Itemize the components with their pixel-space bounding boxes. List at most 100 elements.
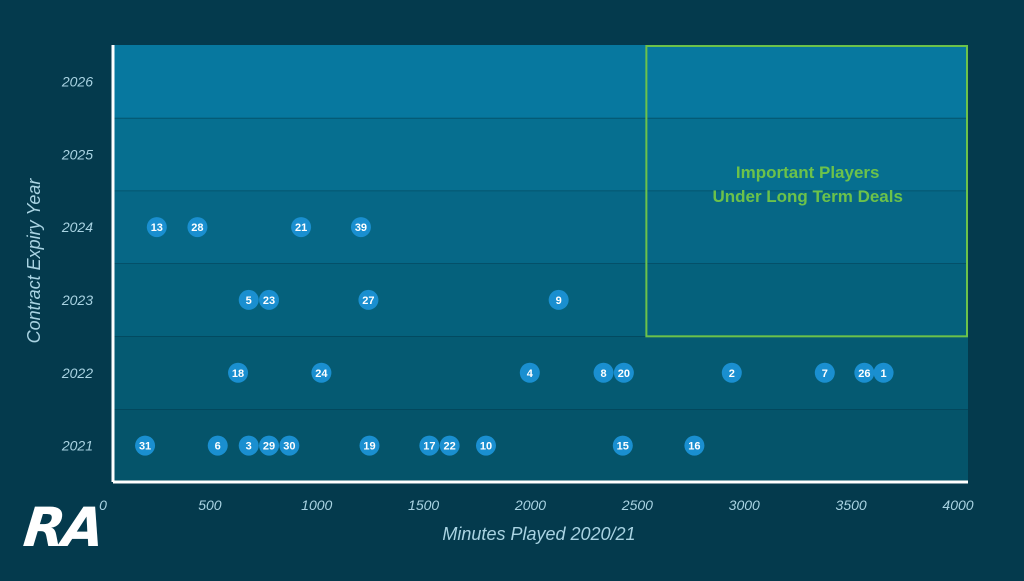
axes: [111, 45, 968, 484]
data-point-marker: [259, 289, 280, 310]
data-point: 19: [359, 435, 380, 456]
y-axis-label: Contract Expiry Year: [24, 178, 44, 344]
data-point-marker: [207, 435, 228, 456]
data-point: 24: [311, 362, 332, 383]
data-point-marker: [684, 435, 705, 456]
data-point-label: 4: [527, 368, 534, 380]
highlight-label-line: Important Players: [736, 163, 880, 182]
data-point-marker: [439, 435, 460, 456]
x-tick-label: 2000: [514, 497, 546, 513]
data-point-label: 6: [215, 441, 221, 453]
x-tick-label: 3500: [836, 497, 867, 513]
x-tick-label: 2500: [621, 497, 653, 513]
data-point-marker: [259, 435, 280, 456]
y-tick-label: 2026: [61, 73, 93, 89]
data-point-marker: [612, 435, 633, 456]
x-tick-label: 1000: [301, 497, 332, 513]
data-point-marker: [146, 217, 167, 238]
x-tick-label: 1500: [408, 497, 439, 513]
data-point: 4: [519, 362, 540, 383]
data-point-marker: [854, 362, 875, 383]
data-point-label: 19: [363, 441, 375, 453]
data-point: 30: [279, 435, 300, 456]
data-point-label: 10: [480, 441, 492, 453]
data-point-marker: [279, 435, 300, 456]
data-point-marker: [350, 217, 371, 238]
data-point-marker: [721, 362, 742, 383]
highlight-box: [645, 45, 968, 338]
data-point-label: 29: [263, 441, 275, 453]
data-point: 20: [613, 362, 634, 383]
data-point: 28: [187, 217, 208, 238]
data-point-marker: [613, 362, 634, 383]
data-point-label: 27: [362, 295, 374, 307]
data-point-label: 21: [295, 222, 307, 234]
data-point-label: 1: [881, 368, 887, 380]
data-point-marker: [814, 362, 835, 383]
data-point: 1: [873, 362, 894, 383]
band-2026: [113, 45, 968, 118]
highlight-region: Important Players Under Long Term Deals: [645, 45, 968, 338]
data-point: 10: [475, 435, 496, 456]
data-point-marker: [291, 217, 312, 238]
data-point-label: 39: [355, 222, 367, 234]
data-point-label: 28: [191, 222, 203, 234]
data-point: 9: [548, 289, 569, 310]
y-tick-label: 2024: [61, 219, 93, 235]
y-tick-labels: 2021 2022 2023 2024 2025 2026: [61, 73, 93, 453]
data-point-label: 9: [556, 295, 562, 307]
year-bands: [113, 45, 968, 482]
data-point-marker: [519, 362, 540, 383]
data-point-label: 2: [729, 368, 735, 380]
data-point-marker: [135, 435, 156, 456]
data-point: 5: [238, 289, 259, 310]
data-point-label: 20: [618, 368, 630, 380]
data-point-label: 8: [600, 368, 606, 380]
data-point-label: 22: [444, 441, 456, 453]
highlight-label-line: Under Long Term Deals: [712, 187, 903, 206]
data-point-marker: [873, 362, 894, 383]
data-point-label: 15: [617, 441, 629, 453]
ra-logo: RA: [20, 496, 105, 559]
data-point-marker: [358, 289, 379, 310]
data-point: 3: [238, 435, 259, 456]
data-point-label: 24: [315, 368, 328, 380]
data-point-marker: [311, 362, 332, 383]
data-point: 26: [854, 362, 875, 383]
x-tick-label: 0: [99, 497, 107, 513]
data-point-label: 17: [423, 441, 435, 453]
x-tick-label: 3000: [729, 497, 760, 513]
x-tick-labels: 0 500 1000 1500 2000 2500 3000 3500 4000: [99, 497, 974, 513]
y-tick-label: 2022: [61, 365, 93, 381]
data-point-label: 26: [858, 368, 870, 380]
data-point-marker: [475, 435, 496, 456]
data-point-label: 7: [822, 368, 828, 380]
band-2025: [113, 117, 968, 191]
data-point: 2: [721, 362, 742, 383]
data-point-marker: [419, 435, 440, 456]
y-tick-label: 2021: [61, 438, 93, 454]
data-point: 18: [228, 362, 249, 383]
data-point: 39: [350, 217, 371, 238]
data-point-marker: [359, 435, 380, 456]
data-point: 8: [593, 362, 614, 383]
data-point-marker: [593, 362, 614, 383]
y-tick-label: 2025: [61, 146, 93, 162]
data-point: 31: [135, 435, 156, 456]
x-axis-label: Minutes Played 2020/21: [442, 524, 635, 544]
data-point: 23: [259, 289, 280, 310]
data-point: 29: [259, 435, 280, 456]
x-tick-label: 4000: [942, 497, 973, 513]
data-point-marker: [548, 289, 569, 310]
data-point-label: 30: [283, 441, 295, 453]
data-point: 13: [146, 217, 167, 238]
data-point-label: 16: [688, 441, 700, 453]
data-point: 7: [814, 362, 835, 383]
data-point-label: 18: [232, 368, 244, 380]
data-point-label: 5: [246, 295, 252, 307]
data-point: 27: [358, 289, 379, 310]
data-point: 16: [684, 435, 705, 456]
